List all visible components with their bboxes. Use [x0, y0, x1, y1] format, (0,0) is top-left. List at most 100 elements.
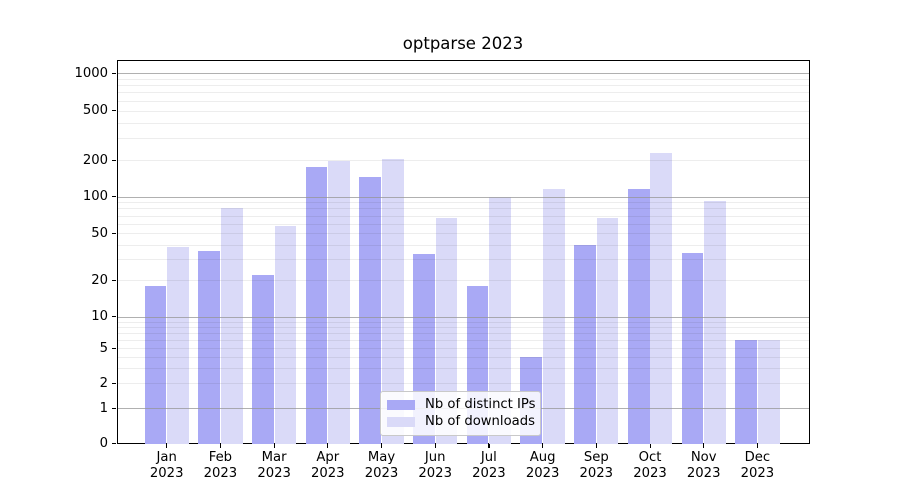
y-tick-label: 1000: [74, 65, 108, 81]
x-tick-label-feb: Feb 2023: [203, 450, 238, 481]
gridline-minor: [117, 122, 809, 124]
gridline-minor: [117, 78, 809, 80]
x-tick-label-nov: Nov 2023: [686, 450, 721, 481]
gridline-minor: [117, 244, 809, 246]
bar-downloads-oct: [650, 152, 673, 444]
gridline-minor: [117, 280, 809, 281]
gridline-minor: [117, 100, 809, 102]
x-tick-label-mar: Mar 2023: [257, 450, 291, 481]
legend-row-distinct-ips: Nb of distinct IPs: [387, 398, 536, 412]
gridline-minor: [117, 356, 809, 358]
bar-downloads-jul: [489, 196, 512, 444]
bar-downloads-aug: [543, 189, 565, 444]
gridline-minor: [117, 110, 809, 112]
x-tick-mark: [595, 444, 597, 448]
x-tick-label-jun: Jun 2023: [418, 450, 452, 481]
bar-downloads-jan: [167, 247, 189, 444]
y-tick-mark: [112, 279, 116, 281]
x-tick-mark: [273, 444, 275, 448]
bar-distinct-ips-feb: [198, 251, 220, 444]
gridline-minor: [117, 215, 809, 217]
gridline-minor: [117, 383, 809, 385]
x-tick-mark: [488, 444, 490, 448]
bar-downloads-jun: [435, 217, 458, 444]
x-tick-mark: [381, 444, 383, 448]
x-tick-mark: [434, 444, 436, 448]
x-tick-label-jul: Jul 2023: [472, 450, 506, 481]
legend-row-downloads: Nb of downloads: [387, 415, 535, 429]
gridline-major: [117, 196, 809, 198]
y-tick-mark: [112, 347, 116, 349]
legend-swatch-downloads: [387, 417, 415, 427]
bar-downloads-nov: [704, 201, 726, 444]
y-tick-label: 1: [99, 400, 108, 416]
bar-distinct-ips-may: [359, 177, 382, 444]
x-tick-mark: [542, 444, 544, 448]
x-tick-mark: [756, 444, 759, 448]
gridline-major: [117, 73, 809, 75]
gridline-minor: [117, 259, 809, 261]
bar-distinct-ips-sep: [574, 244, 596, 444]
bar-downloads-dec: [757, 339, 780, 444]
gridline-minor: [117, 332, 809, 334]
x-tick-label-dec: Dec 2023: [740, 450, 775, 481]
gridline-minor: [117, 208, 809, 210]
bar-downloads-apr: [328, 161, 350, 444]
gridline-minor: [117, 339, 809, 341]
gridline-minor: [117, 367, 809, 369]
y-tick-mark: [112, 159, 116, 161]
bar-distinct-ips-nov: [681, 252, 704, 444]
gridline-minor: [117, 321, 809, 323]
bar-downloads-feb: [220, 208, 243, 444]
x-tick-mark: [327, 444, 329, 448]
x-tick-label-may: May 2023: [364, 450, 399, 481]
y-tick-label: 10: [91, 309, 108, 325]
legend-swatch-distinct-ips: [387, 400, 415, 410]
x-tick-label-aug: Aug 2023: [525, 450, 560, 481]
chart-title: optparse 2023: [402, 34, 524, 53]
y-tick-mark: [112, 72, 116, 74]
legend-label-downloads: Nb of downloads: [425, 414, 535, 429]
x-tick-mark: [703, 444, 705, 448]
x-tick-mark: [219, 444, 222, 448]
bar-distinct-ips-apr: [305, 167, 328, 444]
bar-distinct-ips-oct: [627, 189, 650, 444]
gridline-minor: [117, 348, 809, 350]
x-tick-label-oct: Oct 2023: [633, 450, 667, 481]
plot-area: [116, 59, 810, 444]
gridline-minor: [117, 202, 809, 204]
y-tick-mark: [112, 232, 116, 234]
gridline-minor: [117, 160, 809, 161]
legend-label-distinct-ips: Nb of distinct IPs: [425, 397, 536, 412]
y-tick-label: 20: [91, 272, 108, 288]
y-tick-mark: [112, 382, 116, 384]
bar-distinct-ips-dec: [735, 339, 757, 444]
y-tick-label: 2: [99, 375, 108, 391]
gridline-minor: [117, 92, 809, 94]
y-tick-label: 100: [82, 189, 108, 205]
bar-distinct-ips-jan: [144, 285, 167, 444]
x-tick-label-sep: Sep 2023: [579, 450, 614, 481]
x-tick-label-apr: Apr 2023: [311, 450, 345, 481]
y-tick-label: 50: [91, 225, 108, 241]
gridline-minor: [117, 326, 809, 328]
x-tick-mark: [649, 444, 651, 448]
y-tick-label: 500: [82, 103, 108, 118]
bar-downloads-mar: [274, 226, 297, 444]
y-tick-mark: [112, 407, 116, 409]
bar-distinct-ips-mar: [251, 275, 274, 444]
y-tick-mark: [112, 110, 116, 112]
x-tick-mark: [166, 444, 168, 448]
y-tick-mark: [112, 443, 116, 445]
x-tick-label-jan: Jan 2023: [149, 450, 184, 481]
gridline-minor: [117, 85, 809, 87]
gridline-minor: [117, 223, 809, 225]
legend: Nb of distinct IPs Nb of downloads: [380, 391, 541, 436]
bar-downloads-may: [381, 158, 404, 444]
y-tick-label: 0: [99, 436, 108, 452]
y-tick-mark: [112, 316, 116, 318]
y-tick-label: 5: [99, 340, 108, 356]
gridline-major: [117, 316, 809, 318]
gridline-minor: [117, 233, 809, 235]
